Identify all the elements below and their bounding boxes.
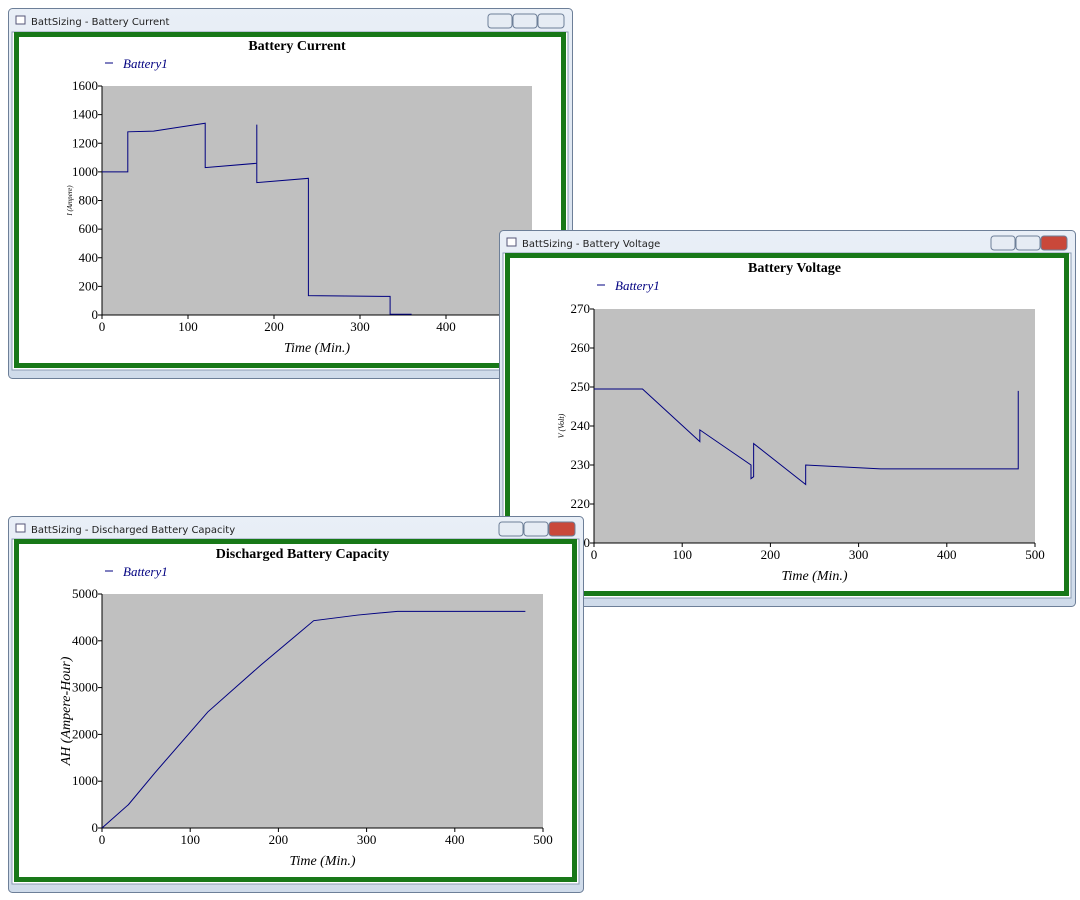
y-tick-label: 250 — [571, 379, 591, 394]
minimize-button[interactable] — [990, 235, 1016, 251]
window: BattSizing - Battery Current Battery Curr… — [8, 8, 573, 379]
legend-label: Battery1 — [123, 56, 168, 71]
window-icon — [15, 15, 26, 25]
x-tick-label: 0 — [99, 832, 106, 847]
window-icon — [506, 237, 517, 247]
x-tick-label: 200 — [269, 832, 289, 847]
x-tick-label: 400 — [445, 832, 465, 847]
x-tick-label: 300 — [357, 832, 377, 847]
series-line — [102, 122, 412, 315]
window-icon — [15, 523, 26, 533]
window: BattSizing - Discharged Battery Capacity… — [8, 516, 584, 893]
close-button[interactable] — [1040, 235, 1068, 251]
x-tick-label: 400 — [937, 547, 957, 562]
y-tick-label: 270 — [571, 301, 591, 316]
y-tick-label: 4000 — [72, 633, 98, 648]
y-axis-label: V (Volt) — [557, 413, 566, 438]
maximize-button[interactable] — [523, 521, 549, 537]
legend-label: Battery1 — [615, 278, 660, 293]
y-tick-label: 1200 — [72, 135, 98, 150]
y-axis-label: I (Ampere) — [66, 185, 74, 217]
y-tick-label: 600 — [79, 221, 99, 236]
x-tick-label: 100 — [180, 832, 200, 847]
close-button[interactable] — [537, 13, 565, 29]
y-tick-label: 0 — [92, 820, 99, 835]
y-tick-label: 800 — [79, 193, 99, 208]
y-tick-label: 1000 — [72, 164, 98, 179]
x-tick-label: 500 — [533, 832, 553, 847]
window-title: BattSizing - Battery Current — [31, 17, 169, 28]
y-tick-label: 1600 — [72, 78, 98, 93]
x-tick-label: 200 — [264, 319, 284, 334]
x-axis-label: Time (Min.) — [781, 569, 847, 584]
y-axis-label: AH (Ampere-Hour) — [59, 656, 74, 766]
x-tick-label: 400 — [436, 319, 456, 334]
x-axis-label: Time (Min.) — [289, 854, 355, 869]
window-title: BattSizing - Battery Voltage — [522, 239, 660, 250]
series-line — [101, 610, 526, 829]
x-tick-label: 200 — [761, 547, 781, 562]
x-axis-label: Time (Min.) — [284, 341, 350, 356]
x-tick-label: 100 — [178, 319, 198, 334]
chart-border — [14, 539, 577, 882]
plot-area — [594, 309, 1035, 543]
x-tick-label: 300 — [849, 547, 869, 562]
window-title: BattSizing - Discharged Battery Capacity — [31, 525, 235, 536]
y-tick-label: 400 — [79, 250, 99, 265]
plot-area — [102, 594, 543, 828]
x-tick-label: 300 — [350, 319, 370, 334]
close-button[interactable] — [548, 521, 576, 537]
x-tick-label: 0 — [99, 319, 106, 334]
y-tick-label: 260 — [571, 340, 591, 355]
plot-area — [102, 86, 532, 315]
x-tick-label: 100 — [672, 547, 692, 562]
y-tick-label: 240 — [571, 418, 591, 433]
y-tick-label: 5000 — [72, 586, 98, 601]
y-tick-label: 230 — [571, 457, 591, 472]
chart-border — [14, 32, 566, 368]
y-tick-label: 1400 — [72, 107, 98, 122]
minimize-button[interactable] — [487, 13, 513, 29]
series-line — [594, 388, 1019, 486]
x-tick-label: 0 — [591, 547, 598, 562]
chart-title: Discharged Battery Capacity — [216, 547, 389, 562]
legend-label: Battery1 — [123, 564, 168, 579]
y-tick-label: 1000 — [72, 773, 98, 788]
y-tick-label: 220 — [571, 496, 591, 511]
window: BattSizing - Battery Voltage Battery Volt… — [499, 230, 1076, 607]
chart-title: Battery Current — [248, 39, 346, 54]
maximize-button[interactable] — [512, 13, 538, 29]
minimize-button[interactable] — [498, 521, 524, 537]
y-tick-label: 3000 — [72, 680, 98, 695]
chart-border — [505, 253, 1069, 596]
x-tick-label: 500 — [1025, 547, 1045, 562]
chart-title: Battery Voltage — [748, 261, 841, 276]
y-tick-label: 0 — [92, 307, 99, 322]
y-tick-label: 200 — [79, 278, 99, 293]
y-tick-label: 2000 — [72, 726, 98, 741]
maximize-button[interactable] — [1015, 235, 1041, 251]
